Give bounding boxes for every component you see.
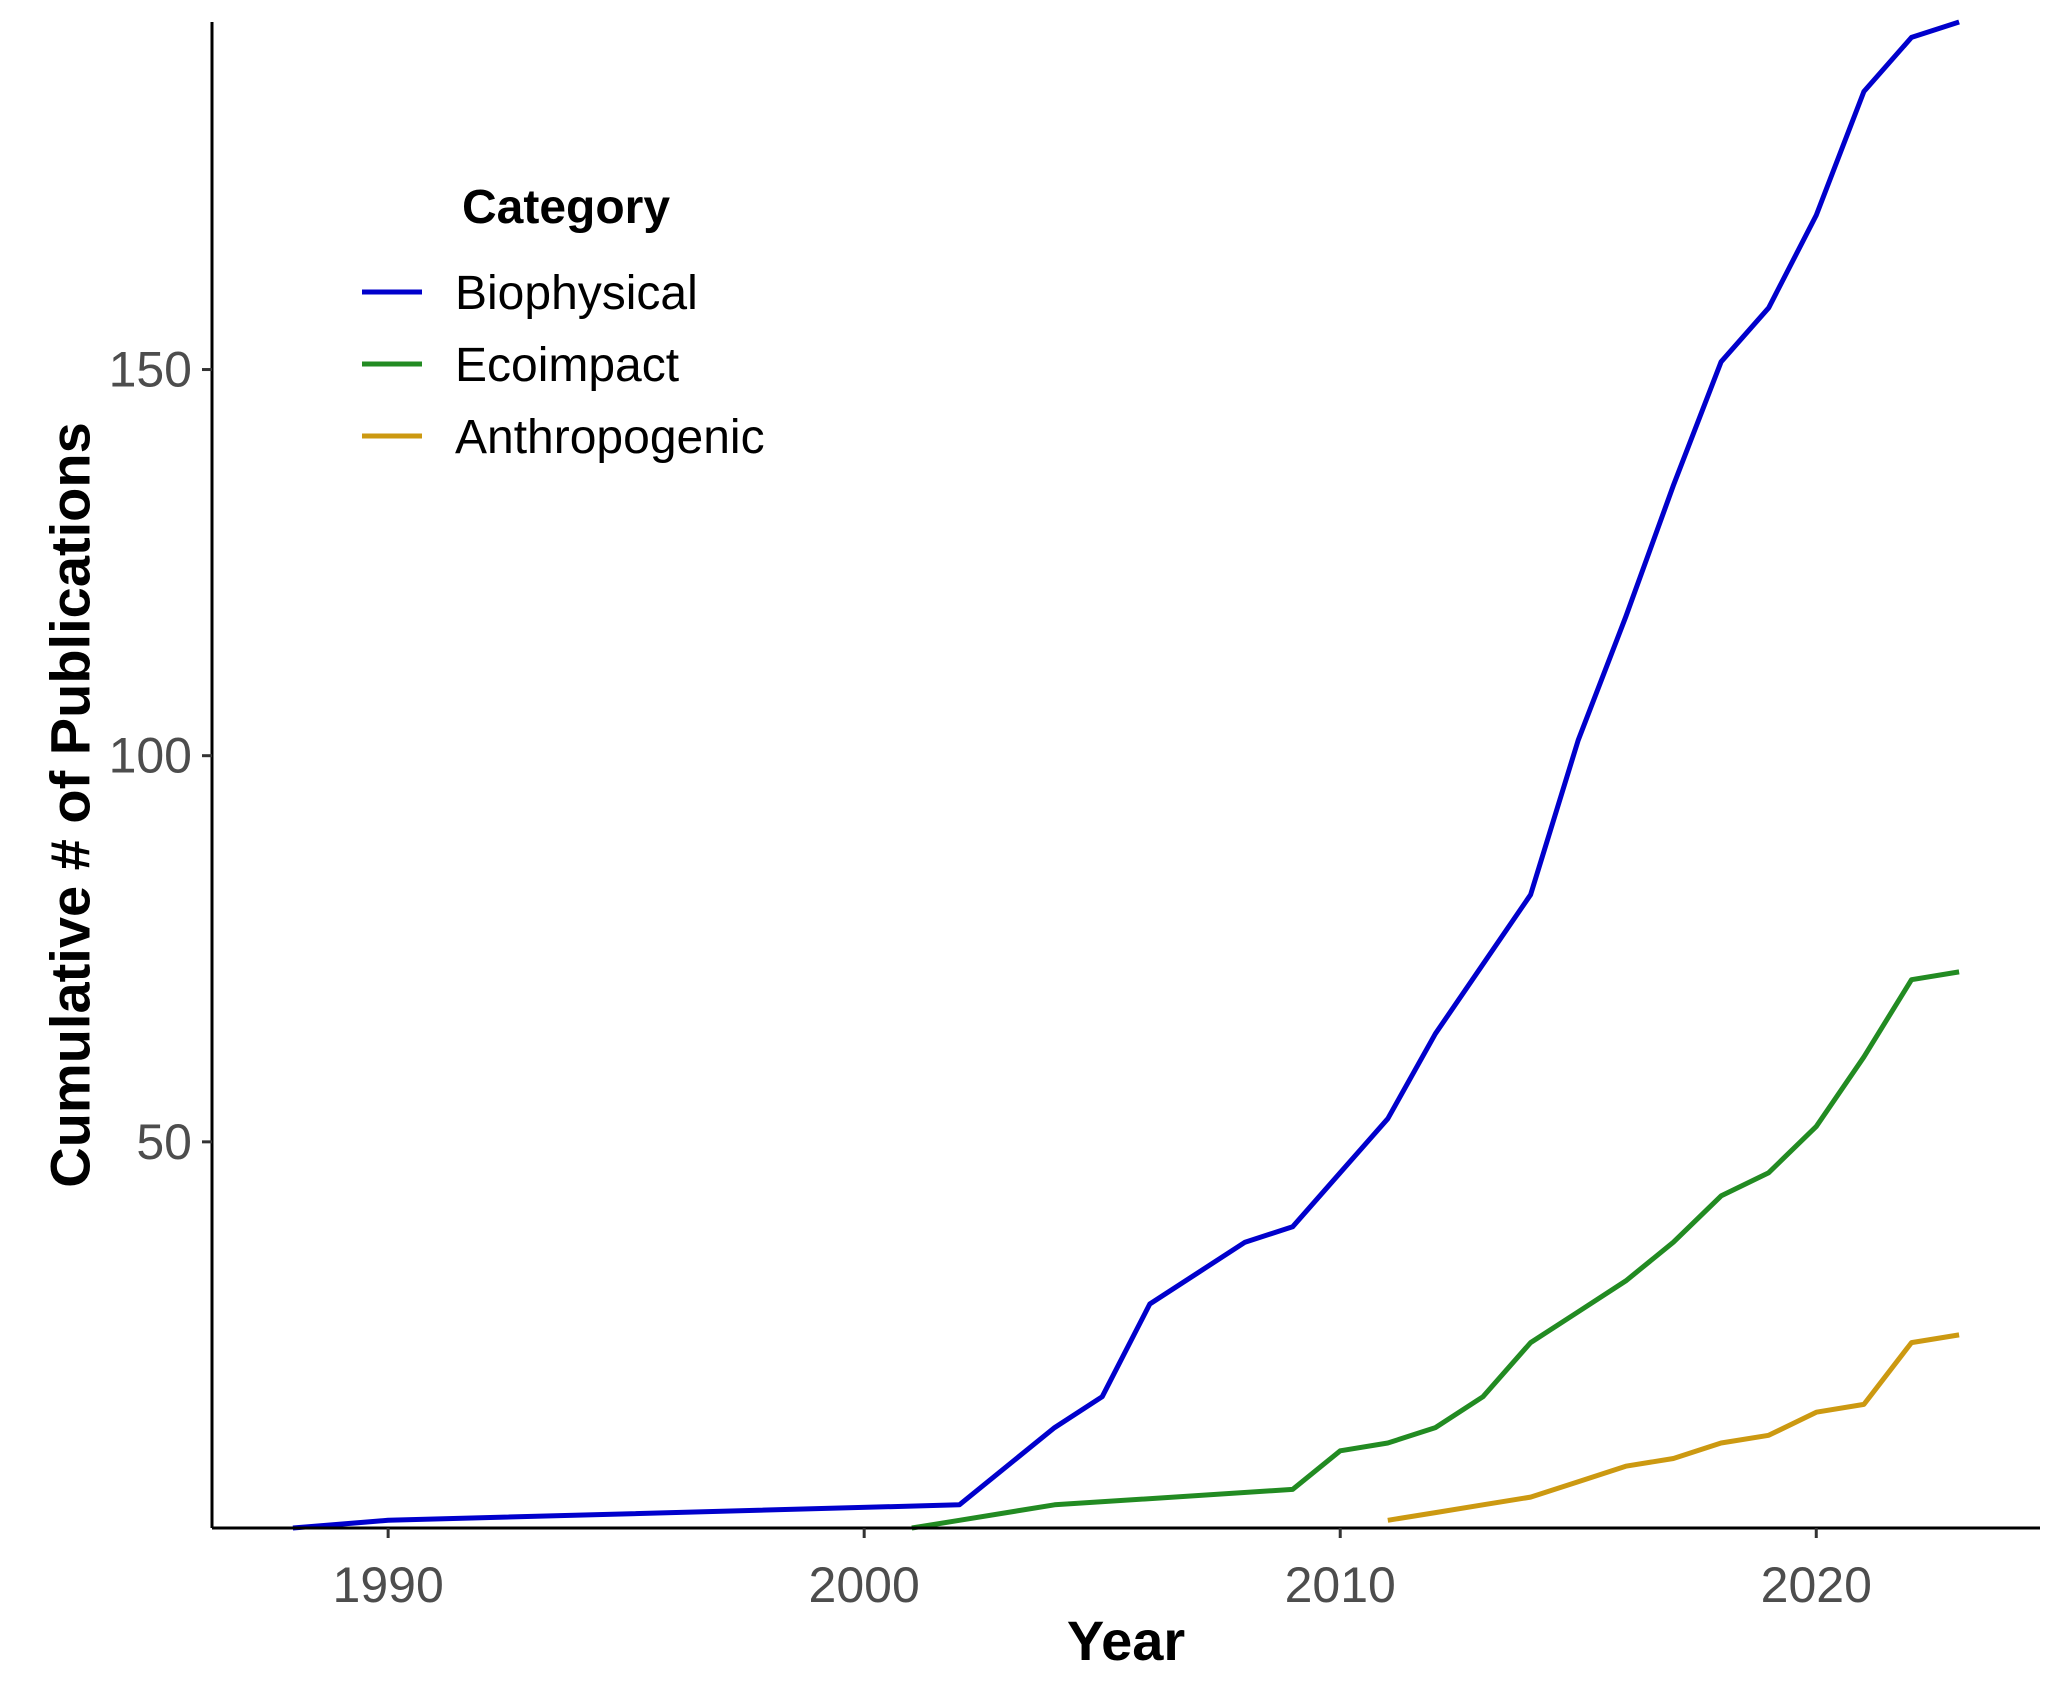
y-axis-ticks: 50 100 150	[109, 342, 212, 1170]
y-axis-title: Cumulative # of Publications	[39, 422, 102, 1187]
y-tick-label: 150	[109, 342, 192, 398]
series-line-ecoimpact	[911, 969, 1960, 1531]
legend-label-ecoimpact: Ecoimpact	[455, 339, 679, 392]
x-tick-label: 1990	[333, 1557, 444, 1613]
legend-items: Biophysical Ecoimpact Anthropogenic	[362, 267, 765, 464]
series-line-anthropogenic	[1387, 1332, 1960, 1523]
x-tick-label: 2010	[1285, 1557, 1396, 1613]
legend-label-anthropogenic: Anthropogenic	[455, 411, 765, 464]
x-axis-ticks: 1990 2000 2010 2020	[333, 1528, 1872, 1613]
x-tick-label: 2000	[809, 1557, 920, 1613]
legend: Category Biophysical Ecoimpact Anthropogen…	[362, 181, 765, 464]
legend-title: Category	[462, 181, 670, 234]
x-axis-title: Year	[1067, 1609, 1185, 1672]
x-tick-label: 2020	[1761, 1557, 1872, 1613]
series-layer	[292, 19, 1960, 1531]
series-line-biophysical	[292, 19, 1960, 1531]
y-tick-label: 100	[109, 728, 192, 784]
axes-layer	[210, 22, 2040, 1530]
legend-label-biophysical: Biophysical	[455, 267, 698, 320]
y-tick-label: 50	[136, 1114, 192, 1170]
